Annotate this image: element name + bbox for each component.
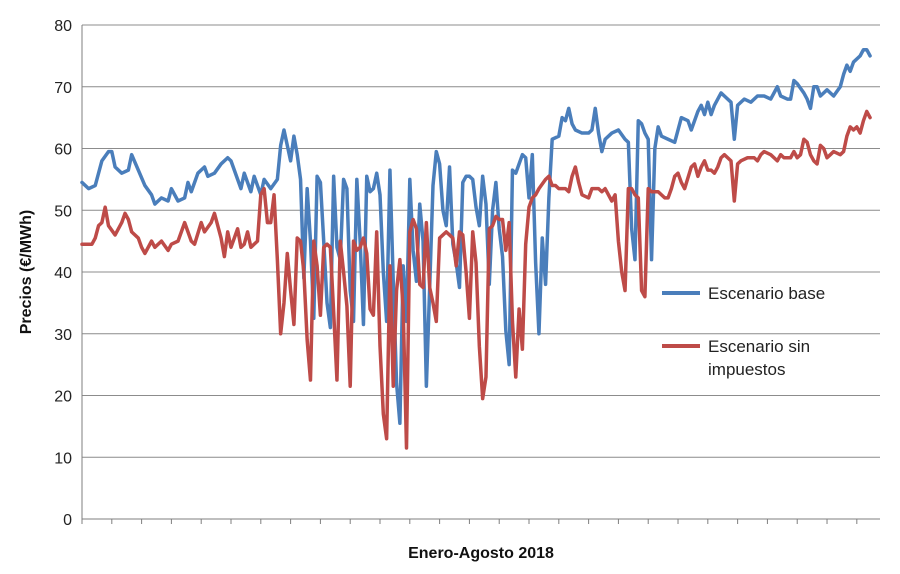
legend-label-2: impuestos — [708, 360, 785, 379]
y-tick-labels: 0 10 20 30 40 50 60 70 80 — [54, 18, 72, 529]
y-tick-label: 80 — [54, 18, 72, 35]
series-lines — [80, 47, 872, 450]
y-tick-label: 30 — [54, 327, 72, 344]
y-tick-label: 70 — [54, 80, 72, 97]
y-tick-label: 20 — [54, 389, 72, 406]
gridlines — [82, 24, 880, 520]
legend-label-2: Escenario sin — [708, 337, 810, 356]
series-line-2 — [80, 109, 872, 450]
y-tick-label: 10 — [54, 450, 72, 467]
y-tick-label: 40 — [54, 265, 72, 282]
y-tick-label: 0 — [63, 512, 72, 529]
y-tick-label: 50 — [54, 203, 72, 220]
series-line-1 — [80, 47, 872, 426]
x-axis — [81, 25, 858, 524]
legend: Escenario base Escenario sin impuestos — [662, 284, 825, 379]
x-axis-title: Enero-Agosto 2018 — [408, 545, 554, 562]
legend-label-1: Escenario base — [708, 284, 825, 303]
y-axis-title: Precios (€/MWh) — [18, 210, 35, 334]
y-tick-label: 60 — [54, 142, 72, 159]
